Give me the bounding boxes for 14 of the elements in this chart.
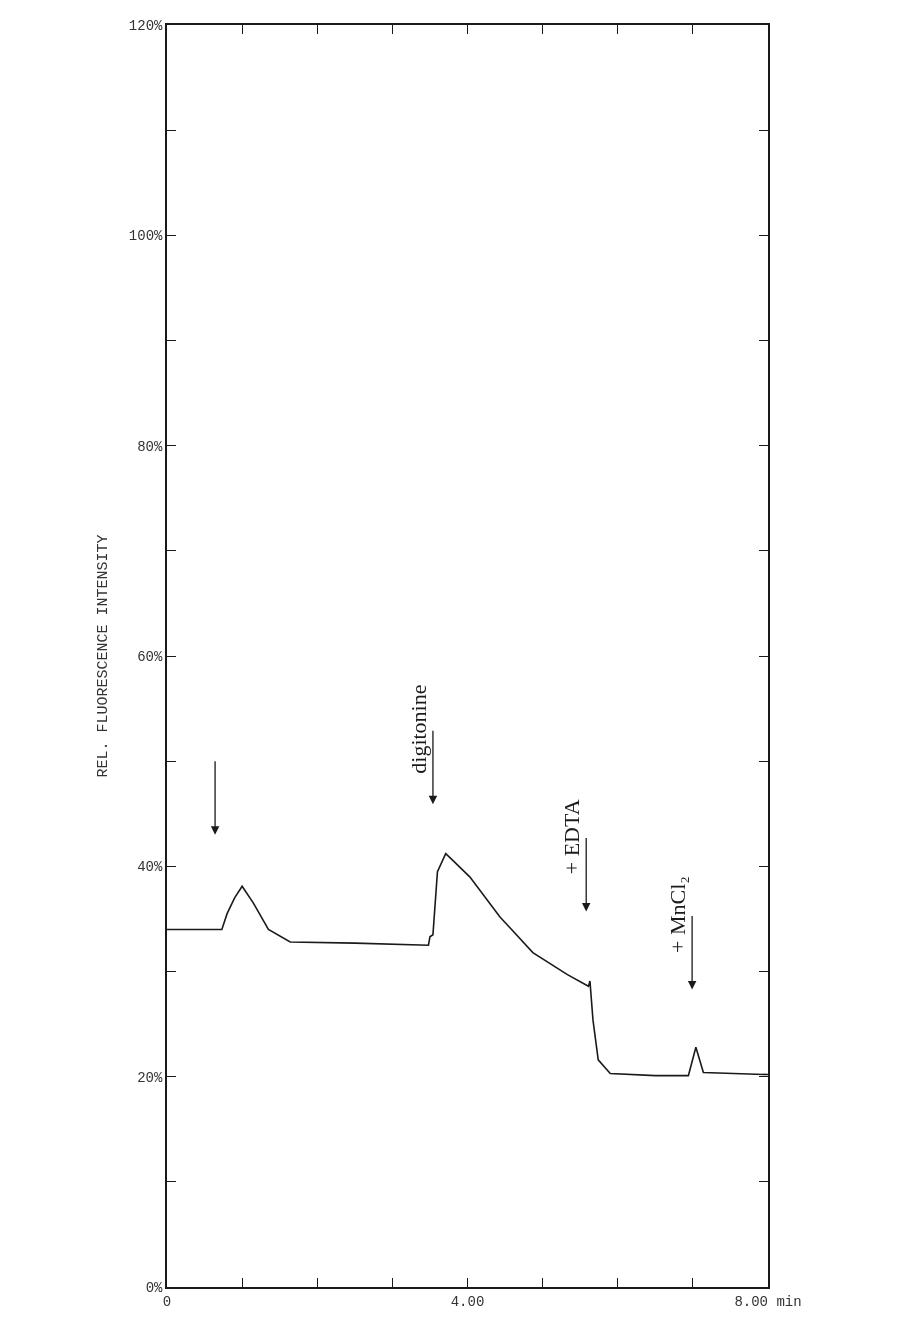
x-tick-label: 0 [162, 1293, 172, 1310]
annotation: digitonine [406, 684, 432, 774]
y-axis-title: REL. FLUORESCENCE INTENSITY [94, 534, 112, 778]
x-tick-label: 4.00 [450, 1293, 485, 1310]
y-tick-label: 100% [128, 228, 164, 245]
x-tick-label: 8.00 min [734, 1293, 802, 1310]
y-tick-label: 40% [137, 859, 164, 876]
y-tick-label: 0% [145, 1279, 164, 1296]
annotation: + EDTA [559, 799, 585, 875]
y-tick-label: 120% [128, 17, 164, 34]
y-tick-label: 60% [137, 648, 164, 665]
y-tick-label: 20% [137, 1069, 164, 1086]
annotation: + MnCl₂ [665, 876, 691, 953]
y-tick-label: 80% [137, 438, 164, 455]
